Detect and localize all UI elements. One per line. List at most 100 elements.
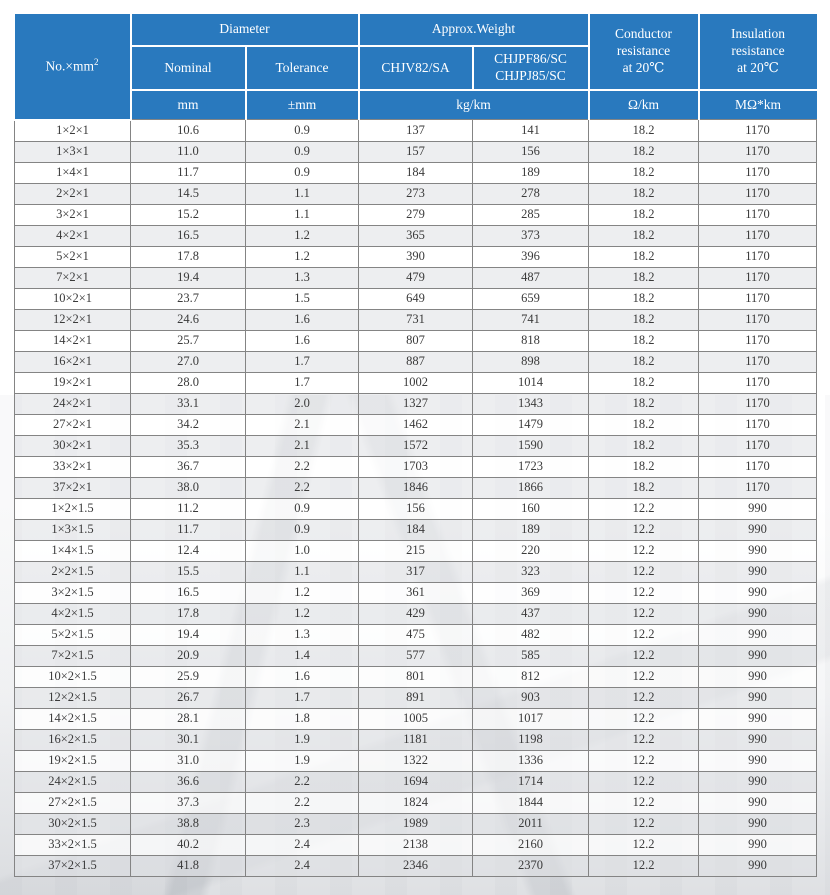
cell-spec: 1×2×1: [14, 119, 131, 142]
insulation-line3: at 20℃: [737, 59, 779, 75]
cell-conductor-resistance: 12.2: [588, 518, 700, 541]
cell-tolerance: 1.1: [244, 560, 360, 583]
cell-weight-chjpf86: 1844: [472, 791, 590, 814]
cell-spec: 27×2×1: [14, 413, 131, 436]
cell-conductor-resistance: 12.2: [588, 833, 700, 856]
table-row: 24×2×1 33.1 2.0 1327 1343 18.2 1170: [14, 392, 818, 415]
conductor-line3: at 20℃: [622, 59, 665, 75]
cell-insulation-resistance: 1170: [698, 119, 818, 142]
cell-tolerance: 1.6: [244, 308, 360, 331]
cell-tolerance: 0.9: [244, 161, 360, 184]
cell-tolerance: 1.7: [244, 686, 360, 709]
cell-insulation-resistance: 990: [698, 497, 818, 520]
cell-weight-chjpf86: 1866: [472, 476, 590, 499]
cell-weight-chjpf86: 220: [472, 539, 590, 562]
cell-weight-chjpf86: 741: [472, 308, 590, 331]
cell-conductor-resistance: 18.2: [588, 434, 700, 457]
cell-insulation-resistance: 990: [698, 539, 818, 562]
cell-insulation-resistance: 1170: [698, 413, 818, 436]
cell-conductor-resistance: 12.2: [588, 791, 700, 814]
cell-nominal-diameter: 17.8: [130, 602, 246, 625]
cell-conductor-resistance: 12.2: [588, 497, 700, 520]
cell-spec: 14×2×1.5: [14, 707, 131, 730]
cell-weight-chjv82: 1322: [358, 749, 474, 772]
cell-insulation-resistance: 990: [698, 854, 818, 877]
insulation-line1: Insulation: [731, 26, 786, 42]
cell-weight-chjv82: 887: [358, 350, 474, 373]
cell-nominal-diameter: 10.6: [130, 119, 246, 142]
cell-nominal-diameter: 11.7: [130, 518, 246, 541]
cell-spec: 1×3×1.5: [14, 518, 131, 541]
cell-weight-chjpf86: 1017: [472, 707, 590, 730]
cell-spec: 30×2×1.5: [14, 812, 131, 835]
cell-tolerance: 1.7: [244, 371, 360, 394]
cell-spec: 3×2×1: [14, 203, 131, 226]
cell-weight-chjpf86: 323: [472, 560, 590, 583]
cell-weight-chjpf86: 285: [472, 203, 590, 226]
table-row: 30×2×1 35.3 2.1 1572 1590 18.2 1170: [14, 434, 818, 457]
cell-tolerance: 2.4: [244, 833, 360, 856]
cell-nominal-diameter: 17.8: [130, 245, 246, 268]
cell-tolerance: 1.8: [244, 707, 360, 730]
cell-tolerance: 2.1: [244, 434, 360, 457]
cell-tolerance: 1.6: [244, 329, 360, 352]
cell-spec: 10×2×1.5: [14, 665, 131, 688]
conductor-line1: Conductor: [615, 26, 673, 42]
cell-nominal-diameter: 15.5: [130, 560, 246, 583]
cell-nominal-diameter: 31.0: [130, 749, 246, 772]
cell-tolerance: 1.2: [244, 581, 360, 604]
cell-insulation-resistance: 1170: [698, 245, 818, 268]
cell-conductor-resistance: 12.2: [588, 749, 700, 772]
cell-tolerance: 1.6: [244, 665, 360, 688]
cell-conductor-resistance: 12.2: [588, 602, 700, 625]
cell-insulation-resistance: 1170: [698, 224, 818, 247]
cell-spec: 5×2×1: [14, 245, 131, 268]
unit-weight: kg/km: [357, 89, 590, 120]
cell-spec: 24×2×1.5: [14, 770, 131, 793]
cell-tolerance: 1.1: [244, 203, 360, 226]
cell-tolerance: 0.9: [244, 497, 360, 520]
cell-conductor-resistance: 18.2: [588, 455, 700, 478]
cell-spec: 37×2×1: [14, 476, 131, 499]
cell-weight-chjpf86: 818: [472, 329, 590, 352]
insulation-line2: resistance: [731, 43, 785, 59]
cell-tolerance: 1.1: [244, 182, 360, 205]
table-row: 33×2×1 36.7 2.2 1703 1723 18.2 1170: [14, 455, 818, 478]
table-row: 16×2×1 27.0 1.7 887 898 18.2 1170: [14, 350, 818, 373]
cell-insulation-resistance: 1170: [698, 287, 818, 310]
cell-conductor-resistance: 12.2: [588, 644, 700, 667]
cell-weight-chjpf86: 369: [472, 581, 590, 604]
table-row: 1×2×1 10.6 0.9 137 141 18.2 1170: [14, 119, 818, 142]
cell-nominal-diameter: 12.4: [130, 539, 246, 562]
cell-weight-chjpf86: 189: [472, 161, 590, 184]
unit-tolerance: ±mm: [244, 89, 360, 120]
cell-insulation-resistance: 1170: [698, 434, 818, 457]
cell-conductor-resistance: 12.2: [588, 686, 700, 709]
cell-nominal-diameter: 37.3: [130, 791, 246, 814]
cell-insulation-resistance: 1170: [698, 476, 818, 499]
cell-spec: 1×4×1.5: [14, 539, 131, 562]
cell-tolerance: 2.3: [244, 812, 360, 835]
cell-weight-chjv82: 1462: [358, 413, 474, 436]
cell-insulation-resistance: 990: [698, 581, 818, 604]
cell-insulation-resistance: 990: [698, 644, 818, 667]
cell-weight-chjv82: 1572: [358, 434, 474, 457]
cell-nominal-diameter: 33.1: [130, 392, 246, 415]
table-row: 37×2×1 38.0 2.2 1846 1866 18.2 1170: [14, 476, 818, 499]
cell-conductor-resistance: 18.2: [588, 287, 700, 310]
cell-weight-chjv82: 137: [358, 119, 474, 142]
cell-weight-chjpf86: 1014: [472, 371, 590, 394]
cell-nominal-diameter: 41.8: [130, 854, 246, 877]
cell-nominal-diameter: 20.9: [130, 644, 246, 667]
table-row: 4×2×1.5 17.8 1.2 429 437 12.2 990: [14, 602, 818, 625]
header-no-mm2: No.×mm2: [14, 14, 132, 121]
cell-weight-chjv82: 184: [358, 518, 474, 541]
cell-spec: 1×2×1.5: [14, 497, 131, 520]
cell-weight-chjpf86: 898: [472, 350, 590, 373]
cell-spec: 7×2×1.5: [14, 644, 131, 667]
cell-nominal-diameter: 24.6: [130, 308, 246, 331]
table-row: 16×2×1.5 30.1 1.9 1181 1198 12.2 990: [14, 728, 818, 751]
unit-mm: mm: [129, 89, 247, 120]
cell-nominal-diameter: 19.4: [130, 623, 246, 646]
header-chjpf86: CHJPF86/SC CHJPJ85/SC: [471, 45, 590, 91]
